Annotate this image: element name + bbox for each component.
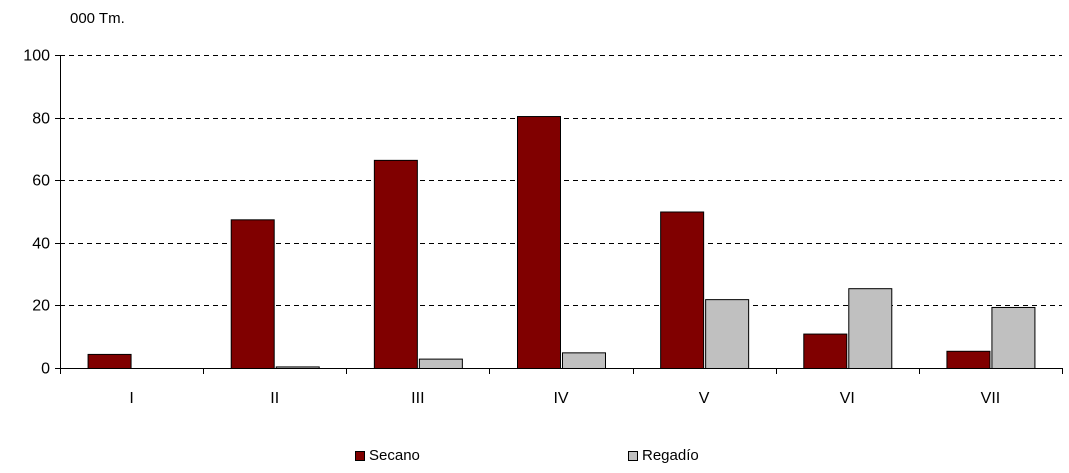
- bar-secano-III: [373, 159, 418, 369]
- legend: Secano Regadío: [0, 447, 1069, 471]
- x-tick-label: IV: [553, 390, 568, 407]
- bar-secano-V: [660, 211, 705, 369]
- x-tick-label: I: [129, 390, 133, 407]
- y-tick-label: 100: [23, 48, 50, 65]
- bar-secano-II: [230, 219, 275, 369]
- bar-regado-III: [418, 358, 463, 369]
- bars: [87, 116, 1036, 370]
- bar-regado-IV: [562, 352, 606, 370]
- bar-secano-IV: [517, 116, 561, 369]
- bar-secano-I: [87, 353, 132, 370]
- y-tick-label: 20: [32, 298, 50, 315]
- legend-swatch-secano: [355, 450, 365, 461]
- legend-swatch-regadio: [628, 450, 638, 461]
- y-tick-label: 60: [32, 173, 50, 190]
- y-tick-label: 0: [41, 361, 50, 378]
- legend-item-regadio: Regadío: [628, 447, 699, 464]
- y-tick-label: 40: [32, 236, 50, 253]
- bar-regado-VII: [991, 306, 1036, 369]
- x-tick-label: II: [270, 390, 279, 407]
- gridlines: [60, 55, 1062, 306]
- x-tick-label: V: [699, 390, 710, 407]
- bar-regado-VI: [848, 288, 893, 369]
- axes: [55, 55, 1063, 374]
- bar-regado-V: [705, 299, 750, 370]
- legend-label-regadio: Regadío: [642, 447, 699, 464]
- x-tick-label: VII: [981, 390, 1001, 407]
- x-tick-label: VI: [840, 390, 855, 407]
- legend-item-secano: Secano: [355, 447, 420, 464]
- y-tick-label: 80: [32, 111, 50, 128]
- x-tick-label: III: [411, 390, 424, 407]
- bar-secano-VII: [946, 350, 991, 370]
- legend-label-secano: Secano: [369, 447, 420, 464]
- y-unit-label: 000 Tm.: [70, 10, 125, 27]
- bar-secano-VI: [803, 333, 848, 370]
